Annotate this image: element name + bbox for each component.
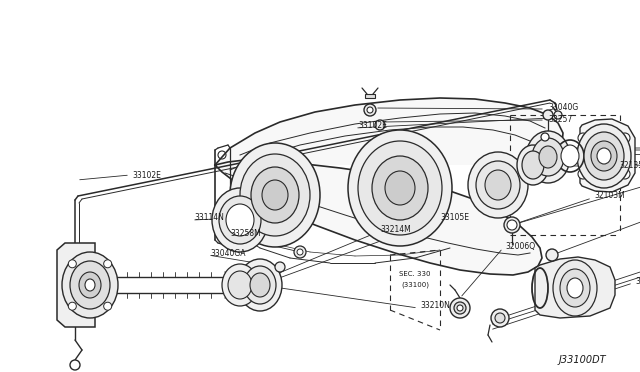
Text: 32103M: 32103M	[594, 192, 625, 201]
Ellipse shape	[244, 266, 276, 304]
Ellipse shape	[250, 273, 270, 297]
Text: 32135X: 32135X	[619, 160, 640, 170]
Ellipse shape	[517, 145, 549, 185]
Polygon shape	[365, 94, 375, 98]
Ellipse shape	[491, 309, 509, 327]
Ellipse shape	[522, 151, 544, 179]
Text: (33100): (33100)	[401, 282, 429, 288]
Ellipse shape	[68, 309, 82, 323]
Ellipse shape	[226, 204, 254, 236]
Text: 33040G: 33040G	[548, 103, 579, 112]
Ellipse shape	[541, 133, 549, 141]
Ellipse shape	[251, 167, 299, 223]
Ellipse shape	[218, 151, 226, 159]
Ellipse shape	[485, 170, 511, 200]
Ellipse shape	[495, 313, 505, 323]
Text: 33040GA: 33040GA	[210, 248, 246, 257]
Text: 33102E: 33102E	[132, 170, 161, 180]
Polygon shape	[57, 243, 95, 327]
Text: 33105E: 33105E	[440, 214, 469, 222]
Ellipse shape	[68, 302, 76, 310]
Ellipse shape	[620, 169, 630, 179]
Text: 33257: 33257	[548, 115, 572, 125]
Ellipse shape	[578, 169, 588, 179]
Ellipse shape	[71, 312, 79, 320]
Ellipse shape	[577, 124, 631, 188]
Ellipse shape	[367, 107, 373, 113]
Ellipse shape	[597, 148, 611, 164]
Ellipse shape	[297, 249, 303, 255]
Ellipse shape	[358, 141, 442, 235]
Polygon shape	[215, 98, 563, 275]
Ellipse shape	[546, 249, 558, 261]
Ellipse shape	[560, 269, 590, 307]
Ellipse shape	[238, 259, 282, 311]
Ellipse shape	[539, 146, 557, 168]
Ellipse shape	[219, 196, 261, 244]
Ellipse shape	[591, 141, 617, 171]
Ellipse shape	[70, 360, 80, 370]
Ellipse shape	[364, 104, 376, 116]
Ellipse shape	[561, 145, 579, 167]
Text: 331380: 331380	[635, 276, 640, 285]
Ellipse shape	[228, 271, 252, 299]
Ellipse shape	[275, 262, 285, 272]
Text: 33258M: 33258M	[230, 228, 260, 237]
Ellipse shape	[385, 171, 415, 205]
Ellipse shape	[79, 272, 101, 298]
Ellipse shape	[450, 298, 470, 318]
Ellipse shape	[584, 132, 624, 180]
Text: 32006Q: 32006Q	[505, 241, 535, 250]
Ellipse shape	[240, 154, 310, 236]
Text: J33100DT: J33100DT	[558, 355, 606, 365]
Text: 33214M: 33214M	[380, 225, 411, 234]
Polygon shape	[535, 257, 615, 318]
Ellipse shape	[104, 260, 111, 268]
Ellipse shape	[68, 260, 76, 268]
Ellipse shape	[526, 131, 570, 183]
Ellipse shape	[476, 161, 520, 209]
Text: SEC. 330: SEC. 330	[399, 271, 431, 277]
Ellipse shape	[222, 264, 258, 306]
Ellipse shape	[620, 133, 630, 143]
Ellipse shape	[104, 302, 111, 310]
Text: 33210N: 33210N	[420, 301, 450, 311]
Ellipse shape	[70, 261, 110, 309]
Ellipse shape	[468, 152, 528, 218]
Ellipse shape	[230, 143, 320, 247]
Ellipse shape	[85, 279, 95, 291]
Ellipse shape	[457, 305, 463, 311]
Ellipse shape	[262, 180, 288, 210]
Polygon shape	[580, 119, 635, 192]
Ellipse shape	[567, 278, 583, 298]
Ellipse shape	[348, 130, 452, 246]
Ellipse shape	[578, 133, 588, 143]
Ellipse shape	[62, 252, 118, 318]
Ellipse shape	[218, 228, 226, 236]
Ellipse shape	[554, 111, 562, 119]
Ellipse shape	[532, 138, 564, 176]
Ellipse shape	[553, 260, 597, 316]
Text: 33114N: 33114N	[194, 214, 224, 222]
Ellipse shape	[372, 156, 428, 220]
Ellipse shape	[507, 220, 517, 230]
Ellipse shape	[375, 120, 385, 130]
Ellipse shape	[543, 110, 553, 120]
Ellipse shape	[454, 302, 466, 314]
Ellipse shape	[294, 246, 306, 258]
Ellipse shape	[504, 217, 520, 233]
Ellipse shape	[212, 188, 268, 252]
Text: 33102E: 33102E	[358, 122, 387, 131]
